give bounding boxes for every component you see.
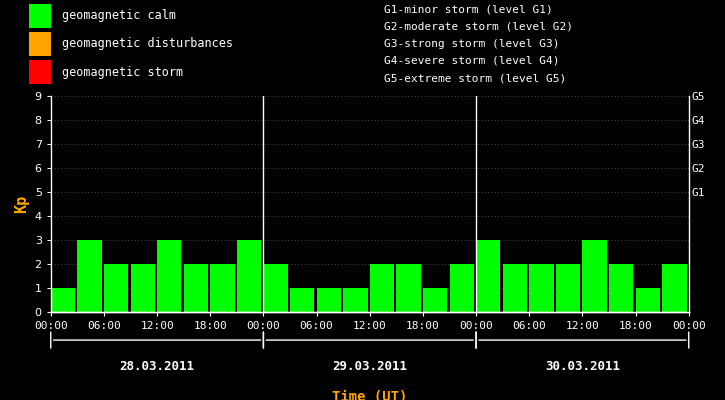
Bar: [689, 240, 713, 312]
Bar: [210, 264, 235, 312]
Text: G2-moderate storm (level G2): G2-moderate storm (level G2): [384, 22, 573, 32]
Text: 29.03.2011: 29.03.2011: [332, 360, 407, 372]
Text: 30.03.2011: 30.03.2011: [545, 360, 620, 372]
Bar: [290, 288, 315, 312]
Bar: [609, 264, 634, 312]
Bar: [343, 288, 368, 312]
Bar: [130, 264, 155, 312]
Bar: [263, 264, 288, 312]
Text: G5-extreme storm (level G5): G5-extreme storm (level G5): [384, 73, 566, 83]
Bar: [104, 264, 128, 312]
Text: G3-strong storm (level G3): G3-strong storm (level G3): [384, 39, 560, 49]
Text: geomagnetic disturbances: geomagnetic disturbances: [62, 38, 233, 50]
Text: 28.03.2011: 28.03.2011: [120, 360, 194, 372]
Bar: [78, 240, 102, 312]
Bar: [450, 264, 474, 312]
Bar: [157, 240, 181, 312]
Bar: [636, 288, 660, 312]
Bar: [51, 288, 75, 312]
Bar: [476, 240, 500, 312]
Bar: [397, 264, 420, 312]
Bar: [317, 288, 341, 312]
Text: geomagnetic calm: geomagnetic calm: [62, 9, 175, 22]
Text: geomagnetic storm: geomagnetic storm: [62, 66, 183, 79]
Bar: [582, 240, 607, 312]
Bar: [29, 60, 51, 84]
Text: Time (UT): Time (UT): [332, 390, 407, 400]
Bar: [237, 240, 261, 312]
Bar: [29, 4, 51, 28]
Bar: [529, 264, 554, 312]
Bar: [183, 264, 208, 312]
Bar: [423, 288, 447, 312]
Bar: [370, 264, 394, 312]
Bar: [662, 264, 687, 312]
Bar: [502, 264, 527, 312]
Bar: [29, 32, 51, 56]
Bar: [556, 264, 580, 312]
Text: G4-severe storm (level G4): G4-severe storm (level G4): [384, 56, 560, 66]
Y-axis label: Kp: Kp: [14, 195, 29, 213]
Text: G1-minor storm (level G1): G1-minor storm (level G1): [384, 4, 553, 14]
